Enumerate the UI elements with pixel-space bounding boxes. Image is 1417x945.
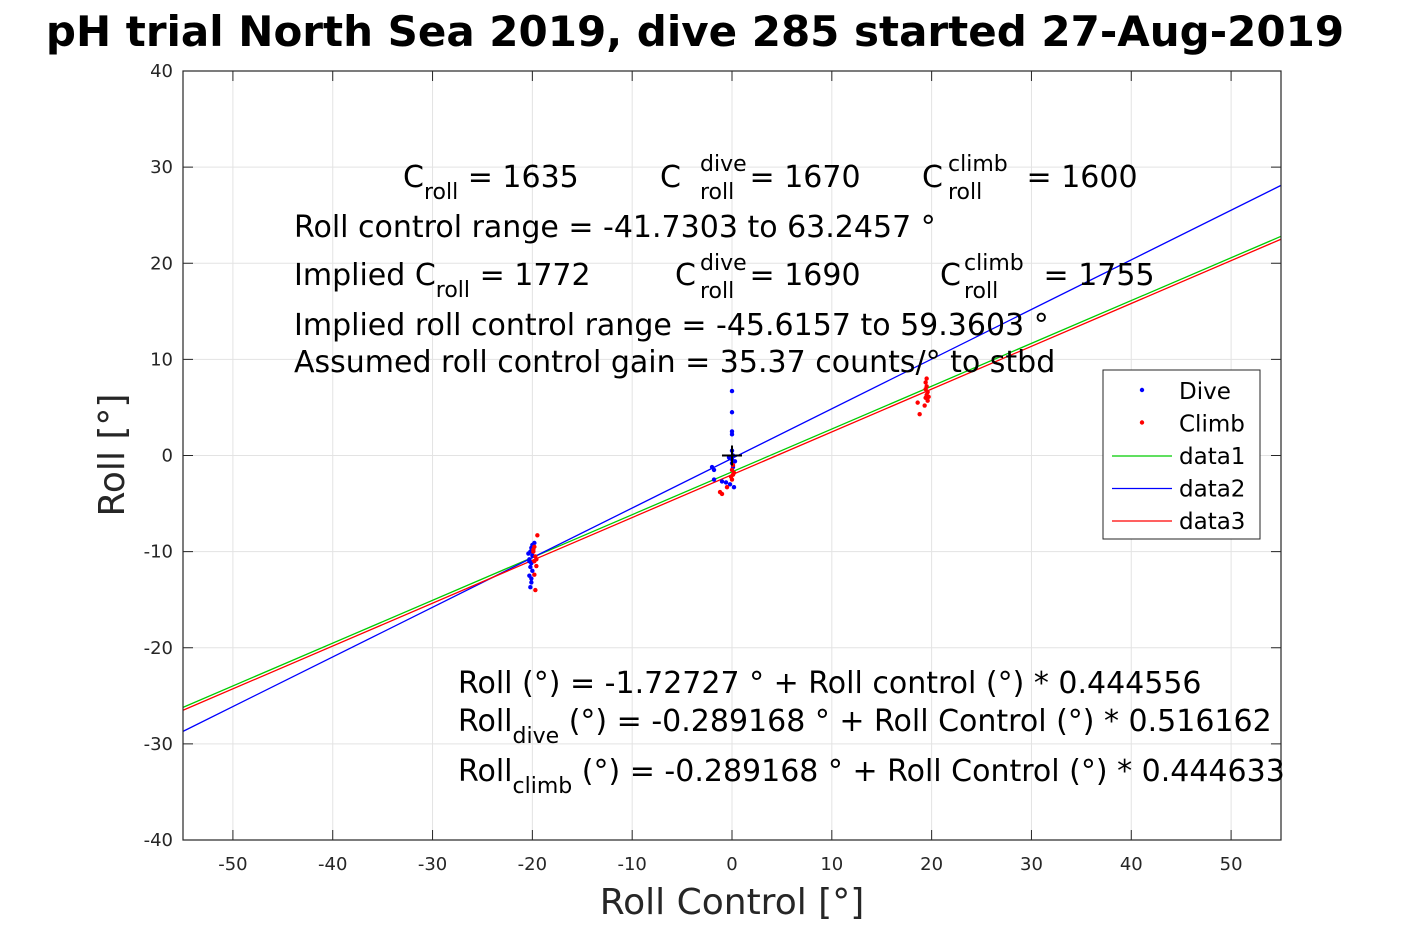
x-tick-label: 40: [1120, 854, 1143, 875]
chart-title: pH trial North Sea 2019, dive 285 starte…: [46, 7, 1344, 56]
annotation-fit-dive: Rolldive (°) = -0.289168 ° + Roll Contro…: [458, 704, 1272, 749]
point-dive: [529, 580, 534, 585]
point-climb: [925, 398, 930, 403]
point-climb: [924, 376, 929, 381]
point-dive: [729, 410, 735, 415]
x-axis-label: Roll Control [°]: [600, 882, 865, 923]
point-climb: [731, 470, 737, 476]
point-dive: [727, 482, 733, 487]
annotation-fit-all: Roll (°) = -1.72727 ° + Roll control (°)…: [458, 666, 1202, 701]
point-climb: [535, 533, 540, 538]
point-dive: [526, 551, 531, 556]
x-tick-label: -10: [617, 854, 646, 875]
point-dive: [528, 584, 533, 590]
point-dive: [719, 479, 725, 484]
legend-box: [1102, 369, 1261, 540]
point-climb: [922, 403, 927, 408]
point-dive: [532, 540, 537, 546]
y-tick-label: 10: [150, 349, 173, 370]
point-climb: [533, 587, 538, 593]
legend-label-data3: data3: [1179, 509, 1245, 535]
legend-marker-climb: [1139, 420, 1145, 425]
legend: Dive Climb data1 data2 data3: [1102, 369, 1261, 540]
y-axis-label: Roll [°]: [92, 394, 133, 517]
point-climb: [917, 411, 922, 417]
point-dive: [711, 467, 717, 473]
series-layer: [182, 184, 1282, 732]
point-dive: [527, 559, 532, 564]
point-dive: [528, 564, 533, 570]
point-climb: [534, 557, 539, 562]
point-climb: [532, 572, 537, 577]
legend-marker-dive: [1139, 387, 1145, 393]
annotation-fit-climb: Rollclimb (°) = -0.289168 ° + Roll Contr…: [458, 754, 1285, 799]
x-tick-label: -20: [518, 854, 547, 875]
y-tick-label: -10: [144, 542, 173, 563]
point-climb: [728, 474, 734, 479]
x-tick-label: 30: [1020, 854, 1043, 875]
y-tick-label: 30: [150, 157, 173, 178]
y-tick-label: 40: [150, 61, 173, 82]
annotation-assumed-gain: Assumed roll control gain = 35.37 counts…: [294, 345, 1055, 380]
point-dive: [529, 576, 534, 581]
x-tick-label: -50: [218, 854, 247, 875]
x-tick-label: -40: [318, 854, 347, 875]
point-climb: [915, 400, 920, 405]
x-tick-label: 20: [920, 854, 943, 875]
legend-label-data2: data2: [1179, 477, 1245, 503]
y-tick-label: -20: [144, 638, 173, 659]
x-tick-label: 0: [726, 854, 737, 875]
x-tick-label: 50: [1220, 854, 1243, 875]
legend-label-climb: Climb: [1179, 412, 1245, 438]
point-climb: [719, 491, 725, 497]
point-climb: [724, 485, 730, 490]
point-dive: [723, 480, 729, 485]
point-dive: [711, 477, 717, 482]
x-tick-label: -30: [418, 854, 447, 875]
legend-label-data1: data1: [1179, 444, 1245, 470]
x-tick-label: 10: [820, 854, 843, 875]
y-tick-label: -30: [144, 734, 173, 755]
legend-entries: Dive Climb data1 data2 data3: [1112, 379, 1245, 535]
point-climb: [926, 394, 931, 400]
y-tick-label: 20: [150, 253, 173, 274]
annotation-roll-control-range: Roll control range = -41.7303 to 63.2457…: [294, 210, 936, 245]
y-tick-label: -40: [144, 830, 173, 851]
annotation-c-roll: Croll = 1635: [403, 160, 579, 205]
legend-label-dive: Dive: [1179, 379, 1231, 405]
point-climb: [531, 547, 536, 552]
point-dive: [731, 485, 737, 490]
point-climb: [923, 380, 928, 385]
y-tick-label: 0: [162, 446, 173, 467]
annotation-implied-c-roll: Implied Croll = 1772: [294, 258, 591, 303]
point-dive: [729, 388, 735, 394]
point-dive: [732, 459, 738, 464]
annotation-implied-range: Implied roll control range = -45.6157 to…: [294, 308, 1049, 343]
point-climb: [534, 563, 539, 569]
ticks: -50 -40 -30 -20 -10 0 10 20 30 40 50 -40 -30 -20 -10 0 1…: [144, 61, 1281, 875]
point-dive: [530, 568, 535, 574]
point-dive: [729, 432, 735, 437]
